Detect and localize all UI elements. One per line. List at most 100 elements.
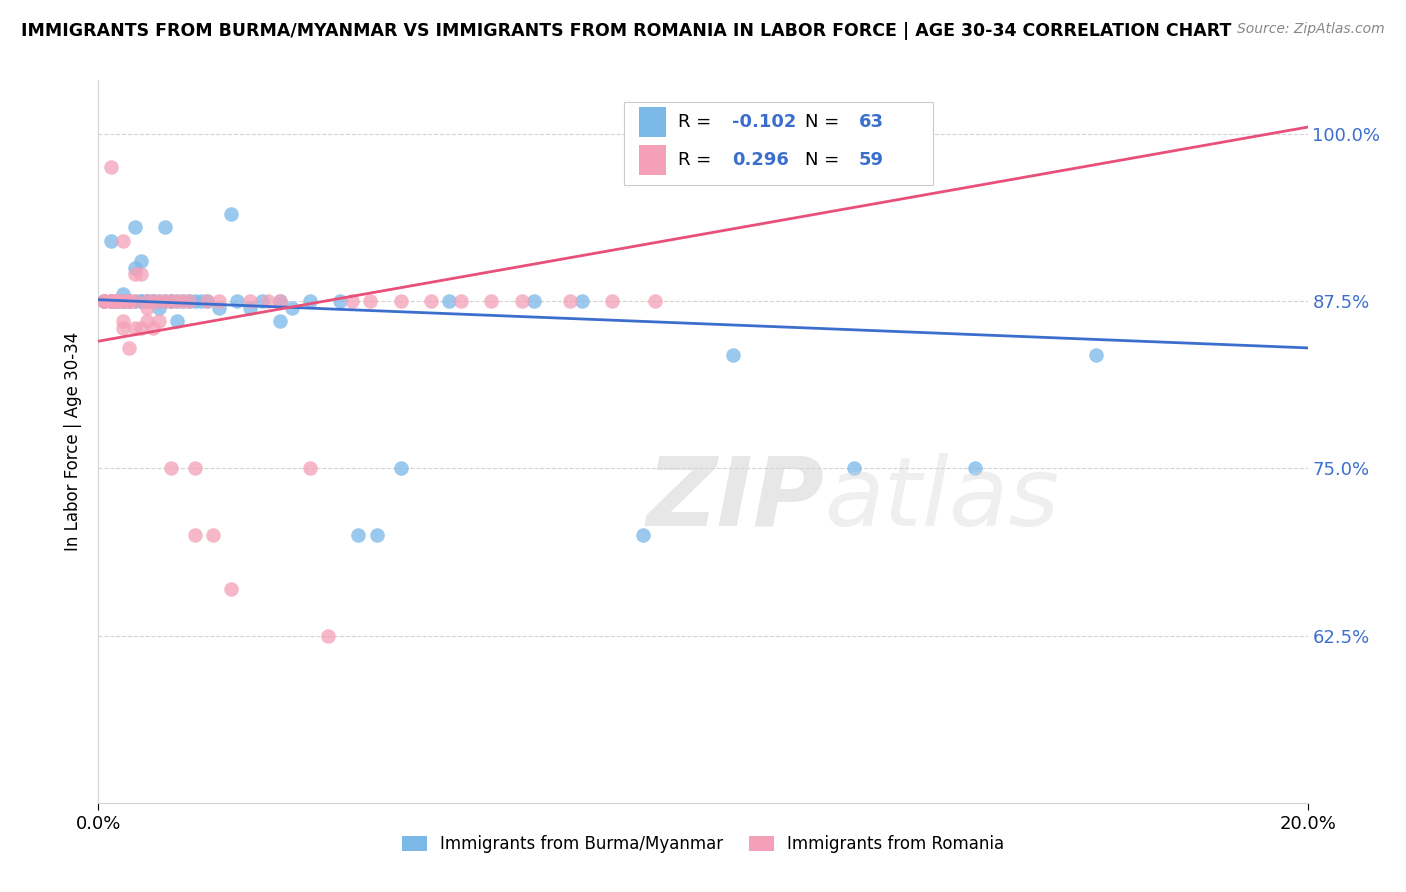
Point xyxy=(118,294,141,309)
Text: ZIP: ZIP xyxy=(645,453,824,546)
Point xyxy=(148,294,170,309)
Point xyxy=(360,294,382,309)
Point xyxy=(239,294,262,309)
Point xyxy=(105,294,128,309)
Point xyxy=(202,528,225,542)
Point xyxy=(124,220,146,235)
Point xyxy=(1085,348,1108,362)
Point xyxy=(571,294,593,309)
Text: R =: R = xyxy=(678,112,717,131)
Point xyxy=(93,294,115,309)
Point xyxy=(160,294,183,309)
Bar xyxy=(638,145,665,175)
Text: Source: ZipAtlas.com: Source: ZipAtlas.com xyxy=(1237,22,1385,37)
Point xyxy=(250,294,273,309)
Y-axis label: In Labor Force | Age 30-34: In Labor Force | Age 30-34 xyxy=(65,332,83,551)
Point xyxy=(389,461,412,475)
Point xyxy=(105,294,128,309)
Point xyxy=(602,294,624,309)
Point xyxy=(93,294,115,309)
FancyBboxPatch shape xyxy=(624,102,932,185)
Point xyxy=(100,294,122,309)
Point xyxy=(195,294,218,309)
Point xyxy=(558,294,581,309)
Point xyxy=(124,260,146,275)
Point xyxy=(93,294,115,309)
Point xyxy=(184,461,207,475)
Point xyxy=(105,294,128,309)
Point xyxy=(437,294,460,309)
Point xyxy=(111,294,134,309)
Point xyxy=(135,294,157,309)
Point xyxy=(142,294,165,309)
Point xyxy=(153,294,176,309)
Point xyxy=(105,294,128,309)
Point xyxy=(190,294,212,309)
Point xyxy=(129,321,152,335)
Point xyxy=(135,314,157,328)
Point xyxy=(965,461,987,475)
Point xyxy=(111,294,134,309)
Point xyxy=(221,582,243,596)
Point xyxy=(172,294,194,309)
Point xyxy=(100,294,122,309)
Point xyxy=(129,294,152,309)
Text: N =: N = xyxy=(804,151,845,169)
Point xyxy=(269,294,291,309)
Text: IMMIGRANTS FROM BURMA/MYANMAR VS IMMIGRANTS FROM ROMANIA IN LABOR FORCE | AGE 30: IMMIGRANTS FROM BURMA/MYANMAR VS IMMIGRA… xyxy=(21,22,1232,40)
Text: -0.102: -0.102 xyxy=(733,112,796,131)
Text: atlas: atlas xyxy=(824,453,1059,546)
Point xyxy=(129,294,152,309)
Point xyxy=(135,294,157,309)
Point xyxy=(208,301,231,315)
Point xyxy=(111,294,134,309)
Point xyxy=(299,294,322,309)
Point xyxy=(118,294,141,309)
Text: R =: R = xyxy=(678,151,717,169)
Point xyxy=(160,294,183,309)
Point xyxy=(160,461,183,475)
Point xyxy=(135,301,157,315)
Point xyxy=(142,294,165,309)
Legend: Immigrants from Burma/Myanmar, Immigrants from Romania: Immigrants from Burma/Myanmar, Immigrant… xyxy=(395,828,1011,860)
Point xyxy=(723,348,745,362)
Point xyxy=(135,294,157,309)
Point xyxy=(105,294,128,309)
Point xyxy=(631,528,654,542)
Point xyxy=(523,294,546,309)
Point xyxy=(93,294,115,309)
Point xyxy=(93,294,115,309)
Point xyxy=(111,314,134,328)
Point xyxy=(172,294,194,309)
Point xyxy=(135,294,157,309)
Point xyxy=(299,461,322,475)
Point xyxy=(129,253,152,268)
Point xyxy=(111,294,134,309)
Point xyxy=(124,268,146,282)
Point xyxy=(389,294,412,309)
Point xyxy=(129,268,152,282)
Point xyxy=(148,314,170,328)
Point xyxy=(111,234,134,248)
Point xyxy=(184,294,207,309)
Point xyxy=(179,294,201,309)
Point xyxy=(118,294,141,309)
Point xyxy=(166,314,188,328)
Point xyxy=(166,294,188,309)
Point xyxy=(118,294,141,309)
Point xyxy=(118,294,141,309)
Text: N =: N = xyxy=(804,112,845,131)
Point xyxy=(481,294,503,309)
Text: 63: 63 xyxy=(859,112,884,131)
Point xyxy=(142,321,165,335)
Point xyxy=(221,207,243,221)
Point xyxy=(148,294,170,309)
Point xyxy=(166,294,188,309)
Point xyxy=(450,294,472,309)
Point xyxy=(239,301,262,315)
Point xyxy=(226,294,249,309)
Point xyxy=(195,294,218,309)
Point xyxy=(281,301,304,315)
Point xyxy=(153,294,176,309)
Bar xyxy=(638,106,665,136)
